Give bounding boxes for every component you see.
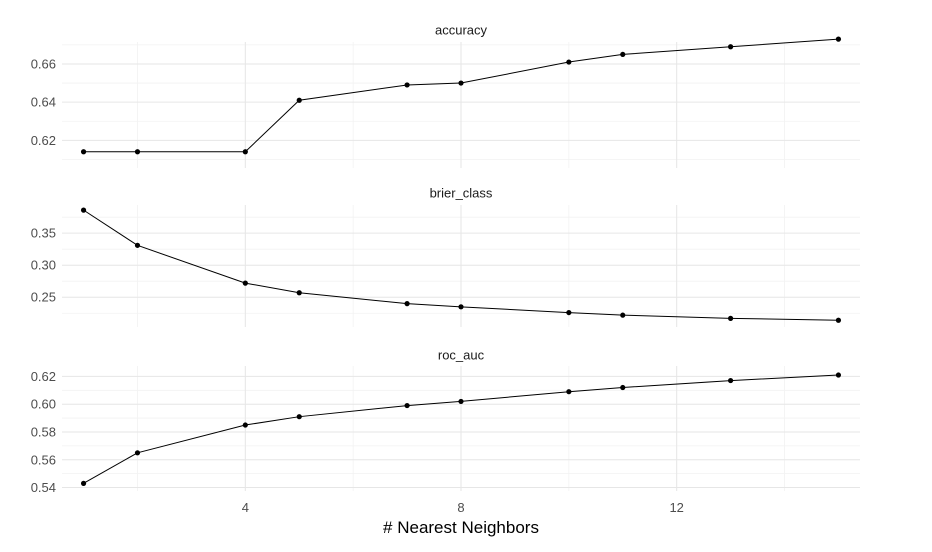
data-point — [404, 82, 410, 88]
x-tick-label: 8 — [457, 500, 464, 515]
data-point — [727, 44, 734, 50]
y-tick-label: 0.30 — [31, 258, 56, 273]
y-tick-label: 0.35 — [31, 226, 56, 241]
data-point — [835, 372, 842, 378]
y-tick-label: 0.64 — [31, 95, 56, 110]
y-tick-label: 0.62 — [31, 369, 56, 384]
x-tick-label: 4 — [242, 500, 249, 515]
y-tick-label: 0.60 — [31, 397, 56, 412]
data-point — [566, 309, 572, 316]
series-line — [83, 209, 839, 321]
y-tick-label: 0.62 — [31, 133, 56, 148]
data-point — [404, 402, 410, 409]
series-line — [83, 38, 839, 153]
y-tick-label: 0.56 — [31, 452, 56, 467]
data-point — [80, 207, 87, 213]
data-point — [458, 80, 464, 86]
data-point — [242, 422, 248, 428]
data-point — [80, 149, 87, 155]
data-point — [80, 480, 87, 486]
data-point — [134, 242, 141, 248]
data-point — [458, 398, 464, 405]
data-point — [566, 59, 572, 65]
facet-title: accuracy — [435, 23, 488, 38]
data-point — [727, 377, 734, 384]
data-point — [727, 315, 734, 321]
data-point — [835, 317, 842, 323]
y-tick-label: 0.25 — [31, 290, 56, 305]
y-tick-label: 0.66 — [31, 56, 56, 71]
x-tick-label: 12 — [669, 500, 683, 515]
data-point — [566, 389, 572, 395]
y-tick-label: 0.54 — [31, 480, 56, 495]
data-point — [458, 304, 464, 310]
data-point — [296, 290, 302, 296]
data-point — [620, 384, 626, 391]
data-point — [620, 312, 626, 318]
data-point — [620, 51, 626, 58]
series-line — [83, 374, 839, 484]
data-point — [242, 280, 248, 286]
data-point — [296, 97, 302, 103]
data-point — [835, 36, 842, 42]
data-point — [296, 414, 302, 420]
y-tick-label: 0.58 — [31, 424, 56, 439]
data-point — [242, 149, 248, 155]
data-point — [404, 301, 410, 307]
x-axis-title: # Nearest Neighbors — [383, 518, 539, 537]
data-point — [134, 149, 141, 155]
data-point — [134, 450, 141, 456]
facet-title: roc_auc — [438, 348, 485, 363]
facet-title: brier_class — [430, 186, 493, 201]
